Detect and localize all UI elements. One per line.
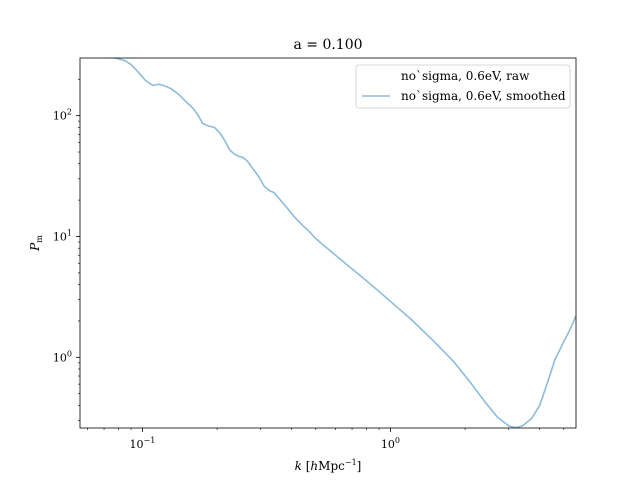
chart-title: a = 0.100 bbox=[293, 37, 362, 53]
legend-label-smoothed: no`sigma, 0.6eV, smoothed bbox=[401, 89, 566, 103]
y-tick-label: 100 bbox=[53, 349, 72, 364]
x-label-unit-close: ] bbox=[357, 459, 362, 473]
y-tick-label: 101 bbox=[53, 228, 72, 243]
y-axis-label: Pm bbox=[28, 235, 44, 252]
x-axis-ticks: 10−1 100 bbox=[87, 428, 565, 451]
plot-frame bbox=[79, 57, 577, 429]
legend-label-raw: no`sigma, 0.6eV, raw bbox=[401, 69, 530, 83]
y-label-p: P bbox=[28, 242, 42, 252]
x-tick-label: 10−1 bbox=[130, 436, 156, 451]
svg-text:Pm: Pm bbox=[28, 235, 44, 252]
x-label-mpc: Mpc bbox=[318, 459, 345, 473]
svg-text:k [hMpc−1]: k [hMpc−1] bbox=[295, 458, 362, 473]
x-label-unit-open: [ bbox=[302, 459, 311, 473]
x-label-exponent: −1 bbox=[345, 458, 357, 467]
legend-box bbox=[355, 64, 571, 109]
x-tick-label: 100 bbox=[381, 436, 400, 451]
series-line-smoothed bbox=[104, 58, 576, 428]
x-label-h: h bbox=[310, 459, 318, 473]
y-label-subscript: m bbox=[35, 235, 44, 243]
x-axis-label: k [hMpc−1] bbox=[295, 458, 362, 473]
y-tick-label: 102 bbox=[53, 108, 72, 123]
legend: no`sigma, 0.6eV, raw no`sigma, 0.6eV, sm… bbox=[355, 64, 571, 109]
x-label-k: k bbox=[295, 459, 302, 473]
